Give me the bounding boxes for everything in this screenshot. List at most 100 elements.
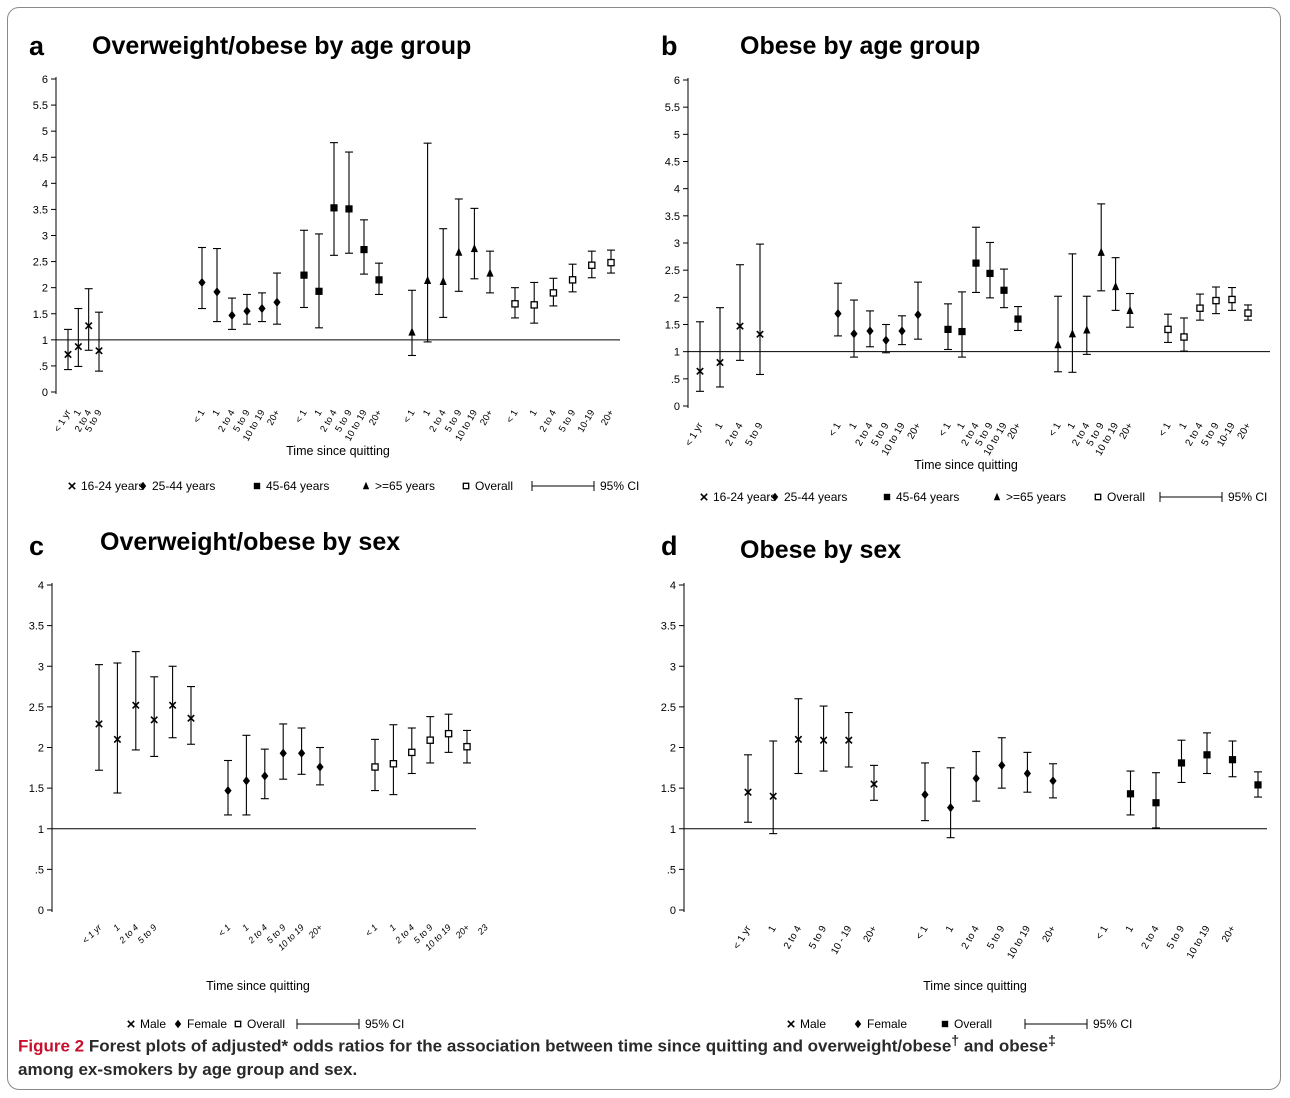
x-tick-label-b: < 1 [937, 421, 954, 439]
y-tick-label-a: 3 [42, 231, 48, 243]
x-axis-title-b: Time since quitting [914, 458, 1018, 472]
point-b-square [972, 259, 980, 267]
x-tick-label-a: 10-19 [576, 408, 598, 435]
panel-d-title: Obese by sex [740, 536, 902, 564]
legend-marker-b-diamond [771, 492, 779, 502]
y-tick-label-d: 2.5 [661, 702, 676, 714]
caption-label: Figure 2 [18, 1036, 85, 1056]
x-tick-label-c: 23 [475, 922, 490, 937]
legend-marker-c-cross [127, 1020, 135, 1028]
x-axis-title-c: Time since quitting [206, 979, 310, 993]
point-b-triangle [1068, 329, 1076, 338]
y-tick-label-a: 5.5 [33, 100, 48, 112]
y-tick-label-c: 2 [38, 743, 44, 755]
x-tick-label-d: 5 to 9 [985, 924, 1007, 952]
y-tick-label-d: 1 [670, 824, 676, 836]
x-tick-label-c: < 1 [363, 922, 379, 938]
y-tick-label-c: 1 [38, 824, 44, 836]
legend-label-b: 25-44 years [784, 490, 847, 504]
x-tick-label-b: 1 [1177, 421, 1190, 432]
x-tick-label-d: 10 - 19 [829, 924, 854, 957]
point-b-diamond [898, 326, 906, 336]
x-tick-label-d: 20+ [1041, 924, 1059, 944]
y-tick-label-b: .5 [671, 374, 680, 386]
point-d-square [1254, 781, 1262, 789]
legend-label-d: 95% CI [1093, 1017, 1132, 1031]
y-tick-label-a: 4 [42, 178, 48, 190]
caption-line2: among ex-smokers by age group and sex. [18, 1059, 358, 1079]
legend-label-a: 95% CI [600, 479, 639, 493]
point-a-open-square [530, 301, 538, 309]
point-d-diamond [972, 773, 980, 783]
point-c-diamond [298, 748, 306, 758]
point-d-cross [794, 735, 803, 744]
x-tick-label-b: 20+ [1006, 421, 1024, 441]
legend-marker-b-triangle [993, 492, 1001, 501]
point-c-cross [132, 701, 140, 710]
x-tick-label-a: < 1 [293, 408, 309, 425]
x-tick-label-d: 1 [944, 924, 957, 935]
point-a-triangle [424, 275, 432, 284]
y-tick-label-b: 5.5 [665, 102, 680, 114]
y-tick-label-c: 1.5 [29, 783, 44, 795]
point-c-diamond [316, 762, 324, 772]
panel-c-title: Overweight/obese by sex [100, 528, 401, 556]
legend-marker-a-triangle [362, 481, 370, 490]
y-tick-label-c: 2.5 [29, 702, 44, 714]
y-tick-label-d: 3.5 [661, 621, 676, 633]
y-tick-label-a: 4.5 [33, 152, 48, 164]
legend-label-c: Overall [247, 1017, 285, 1031]
x-tick-label-b: < 1 [1047, 421, 1064, 439]
y-tick-label-a: 0 [42, 387, 48, 399]
point-c-open-square [408, 748, 416, 757]
point-c-diamond [242, 776, 250, 786]
x-tick-label-d: 5 to 9 [1165, 924, 1187, 952]
point-c-cross [113, 735, 122, 744]
y-tick-label-c: 3 [38, 661, 44, 673]
legend-label-a: Overall [475, 479, 513, 493]
point-d-square [1203, 751, 1211, 759]
point-b-open-square [1244, 309, 1252, 317]
x-tick-label-d: 1 [766, 924, 779, 935]
point-a-triangle [439, 276, 447, 286]
point-b-triangle [1083, 325, 1091, 334]
legend-marker-d-diamond [854, 1019, 862, 1029]
x-tick-label-b: < 1 [827, 421, 844, 439]
point-a-triangle [470, 243, 478, 253]
y-tick-label-c: 4 [38, 580, 44, 592]
panel-letter-a: a [29, 31, 45, 61]
x-tick-label-b: 1 [1066, 421, 1079, 432]
point-a-square [345, 205, 353, 213]
point-b-diamond [850, 329, 858, 339]
point-a-square [360, 245, 368, 254]
point-b-square [944, 325, 952, 333]
x-tick-label-d: 2 to 4 [960, 924, 982, 952]
legend-marker-c-open-square [234, 1020, 242, 1028]
point-d-cross [744, 788, 752, 796]
x-tick-label-c: 1 [240, 922, 251, 933]
point-c-cross [168, 701, 177, 710]
legend-label-c: Female [187, 1017, 227, 1031]
y-tick-label-a: 2 [42, 283, 48, 295]
point-a-triangle [486, 268, 494, 277]
y-tick-label-b: 1 [674, 347, 680, 359]
legend-label-c: 95% CI [365, 1017, 404, 1031]
legend-label-c: Male [140, 1017, 166, 1031]
legend-marker-a-open-square [462, 482, 470, 490]
y-tick-label-b: 4 [674, 184, 680, 196]
legend-marker-d-cross [787, 1020, 795, 1028]
legend-marker-b-cross [700, 493, 708, 501]
x-tick-label-a: < 1 yr [52, 408, 74, 434]
x-tick-label-d: < 1 [914, 924, 931, 942]
panel-letter-d: d [661, 531, 678, 561]
point-a-cross [64, 350, 72, 359]
point-c-cross [150, 716, 158, 724]
legend-label-b: 95% CI [1228, 490, 1267, 504]
x-tick-label-c: 1 [387, 922, 398, 933]
point-c-diamond [261, 771, 269, 781]
point-a-cross [84, 321, 93, 330]
point-b-open-square [1164, 325, 1172, 334]
point-b-cross [736, 322, 744, 330]
x-tick-label-d: 20+ [1220, 924, 1238, 944]
caption-sup1: † [951, 1033, 960, 1049]
